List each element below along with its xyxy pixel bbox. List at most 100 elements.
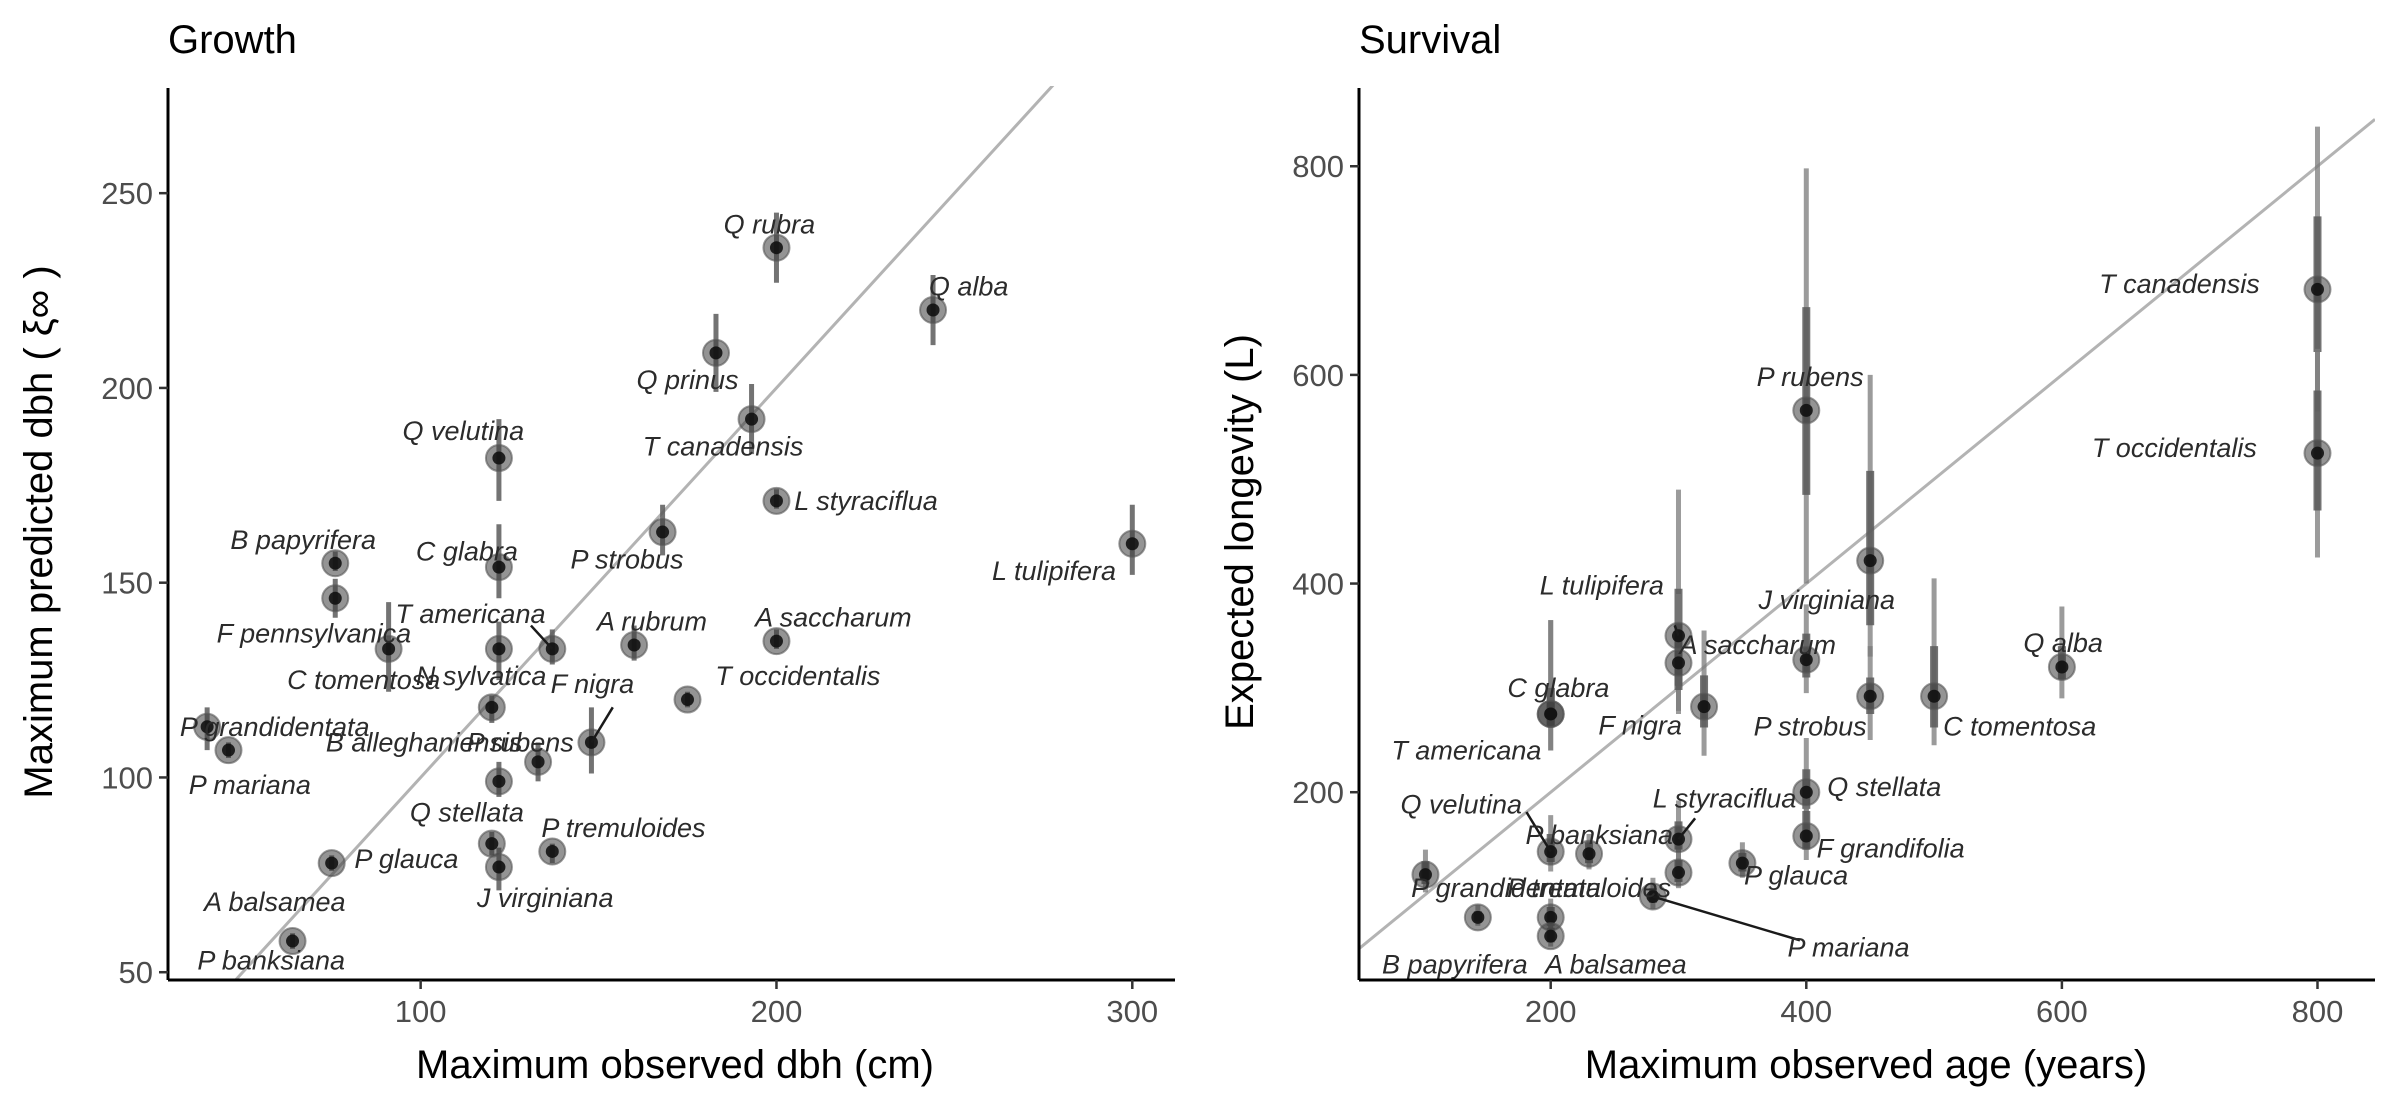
- survival-y-tick-label-200: 200: [1292, 775, 1344, 810]
- growth-label-t-canadensis: T canadensis: [643, 431, 804, 461]
- growth-panel: Growth Maximum observed dbh (cm) Maximum…: [17, 18, 1175, 1087]
- growth-point-p-rubens: [531, 755, 545, 769]
- survival-point-p-strobus: [1863, 689, 1877, 703]
- growth-label-q-velutina: Q velutina: [403, 416, 525, 446]
- survival-point-p-tremuloides: [1671, 866, 1685, 880]
- survival-point-a-saccharum: [1671, 656, 1685, 670]
- survival-label-l-styraciflua: L styraciflua: [1653, 783, 1797, 813]
- survival-label-p-strobus: P strobus: [1754, 711, 1867, 741]
- survival-y-axis-title: Expected longevity (L): [1218, 334, 1262, 730]
- survival-leader-l-tulipifera: [1673, 624, 1680, 637]
- survival-label-c-glabra: C glabra: [1507, 673, 1609, 703]
- growth-y-tick-label-150: 150: [101, 566, 153, 601]
- growth-leader-t-americana: [530, 624, 554, 650]
- survival-label-p-tremuloides: P tremuloides: [1507, 873, 1671, 903]
- growth-label-q-alba: Q alba: [929, 272, 1009, 302]
- growth-label-a-saccharum: A saccharum: [753, 603, 912, 633]
- growth-point-t-occidentalis: [681, 693, 695, 707]
- growth-x-tick-label-300: 300: [1106, 994, 1158, 1029]
- growth-point-q-stellata: [492, 774, 506, 788]
- survival-point-f-grandifolia: [1799, 829, 1813, 843]
- growth-label-p-rubens: P rubens: [467, 727, 574, 757]
- survival-point-p-banksiana: [1582, 847, 1596, 861]
- growth-x-tick-label-200: 200: [751, 994, 803, 1029]
- survival-panel-title: Survival: [1359, 18, 1501, 62]
- growth-label-f-nigra: F nigra: [551, 669, 635, 699]
- survival-point-t-americana: [1544, 707, 1558, 721]
- survival-point-p-grandidentata: [1418, 868, 1432, 882]
- growth-label-p-banksiana: P banksiana: [197, 946, 345, 976]
- growth-label-q-rubra: Q rubra: [724, 209, 816, 239]
- survival-point-q-alba: [2055, 660, 2069, 674]
- survival-label-q-velutina: Q velutina: [1400, 790, 1522, 820]
- survival-x-tick-label-200: 200: [1525, 994, 1577, 1029]
- growth-label-p-grandidentata: P grandidentata: [180, 712, 370, 742]
- survival-label-q-alba: Q alba: [2023, 628, 2103, 658]
- survival-point-t-canadensis: [2310, 282, 2324, 296]
- survival-plot-area: T canadensis T occidentalis P rubens J virg…: [1292, 88, 2375, 1029]
- growth-point-p-glauca: [325, 856, 339, 870]
- growth-point-q-rubra: [769, 241, 783, 255]
- growth-label-f-pennsylvanica: F pennsylvanica: [217, 618, 412, 648]
- growth-point-a-rubrum: [627, 638, 641, 652]
- growth-leader-f-nigra: [590, 706, 614, 744]
- growth-point-q-alba: [926, 303, 940, 317]
- survival-y-tick-label-600: 600: [1292, 358, 1344, 393]
- growth-point-c-tomentosa: [382, 642, 396, 656]
- survival-label-c-tomentosa: C tomentosa: [1943, 711, 2096, 741]
- survival-point-a-balsamea-b: [1544, 929, 1558, 943]
- survival-point-c-tomentosa: [1927, 689, 1941, 703]
- growth-point-p-mariana: [221, 743, 235, 757]
- growth-point-c-glabra: [492, 560, 506, 574]
- growth-label-q-prinus: Q prinus: [636, 365, 738, 395]
- growth-label-b-papyrifera: B papyrifera: [230, 525, 376, 555]
- growth-label-l-tulipifera: L tulipifera: [992, 556, 1116, 586]
- growth-point-l-tulipifera: [1125, 537, 1139, 551]
- survival-point-j-virginiana: [1863, 554, 1877, 568]
- growth-label-a-balsamea: A balsamea: [202, 887, 346, 917]
- growth-point-a-balsamea: [485, 837, 499, 851]
- growth-point-p-tremuloides: [545, 844, 559, 858]
- growth-label-p-tremuloides: P tremuloides: [541, 813, 705, 843]
- survival-point-q-prinus: [1799, 653, 1813, 667]
- survival-point-f-nigra: [1697, 700, 1711, 714]
- growth-plot-area: Q rubra Q alba Q prinus T canadensis Q velut…: [101, 86, 1175, 1029]
- survival-panel: Survival Maximum observed age (years) Ex…: [1218, 18, 2375, 1087]
- survival-y-tick-label-800: 800: [1292, 149, 1344, 184]
- growth-label-n-sylvatica: N sylvatica: [416, 661, 547, 691]
- growth-point-p-banksiana: [286, 934, 300, 948]
- growth-panel-title: Growth: [168, 18, 297, 62]
- growth-y-tick-label-50: 50: [119, 955, 153, 990]
- growth-label-c-glabra: C glabra: [416, 537, 518, 567]
- survival-leader-l-styraciflua: [1677, 817, 1697, 840]
- growth-point-p-strobus: [656, 525, 670, 539]
- growth-y-tick-label-250: 250: [101, 176, 153, 211]
- survival-label-a-saccharum: A saccharum: [1677, 630, 1836, 660]
- survival-x-tick-label-400: 400: [1780, 994, 1832, 1029]
- survival-x-tick-label-800: 800: [2292, 994, 2344, 1029]
- survival-label-a-balsamea: A balsamea: [1543, 949, 1687, 979]
- survival-x-axis-title: Maximum observed age (years): [1585, 1043, 2147, 1087]
- survival-point-t-occidentalis: [2310, 446, 2324, 460]
- survival-point-a-balsamea: [1544, 910, 1558, 924]
- survival-leader-p-mariana: [1652, 895, 1801, 942]
- growth-x-axis-title: Maximum observed dbh (cm): [416, 1043, 934, 1087]
- survival-y-tick-label-400: 400: [1292, 567, 1344, 602]
- survival-x-tick-label-600: 600: [2036, 994, 2088, 1029]
- survival-point-p-rubens: [1799, 403, 1813, 417]
- growth-label-p-glauca: P glauca: [354, 844, 458, 874]
- growth-label-p-mariana: P mariana: [189, 770, 311, 800]
- growth-point-b-papyrifera: [328, 556, 342, 570]
- survival-label-l-tulipifera: L tulipifera: [1540, 571, 1664, 601]
- growth-point-l-styraciflua: [769, 494, 783, 508]
- growth-label-l-styraciflua: L styraciflua: [794, 486, 938, 516]
- growth-y-axis-title: Maximum predicted dbh ( ξ∞ ): [17, 265, 61, 798]
- growth-label-b-alleghaniensis: B alleghaniensis: [326, 727, 523, 757]
- survival-label-p-glauca: P glauca: [1744, 861, 1848, 891]
- growth-y-tick-label-200: 200: [101, 371, 153, 406]
- growth-point-j-virginiana: [492, 860, 506, 874]
- growth-point-p-grandidentata: [200, 720, 214, 734]
- growth-label-a-rubrum: A rubrum: [595, 607, 707, 637]
- survival-label-b-papyrifera: B papyrifera: [1382, 949, 1528, 979]
